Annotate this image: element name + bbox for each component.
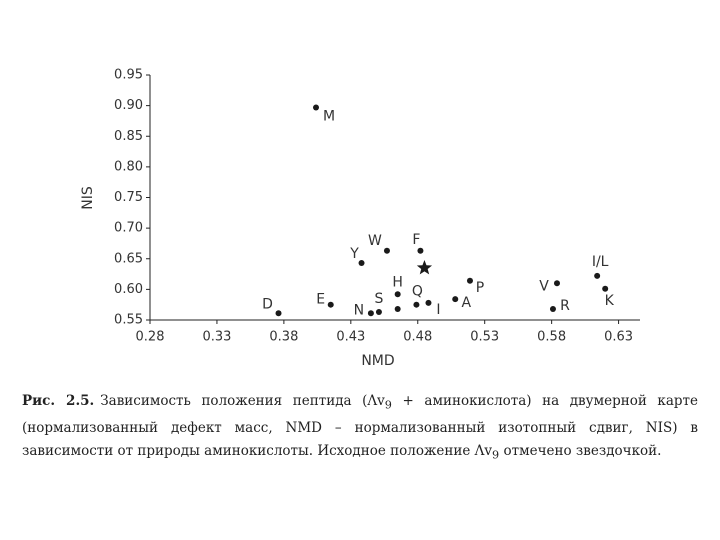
star-marker bbox=[416, 259, 433, 275]
point bbox=[549, 305, 556, 312]
y-axis-title: NIS bbox=[80, 186, 96, 210]
x-tick-label: 0.53 bbox=[470, 330, 499, 345]
point-label: D bbox=[262, 296, 273, 312]
point bbox=[275, 310, 282, 317]
point bbox=[383, 247, 390, 254]
point bbox=[367, 310, 374, 317]
x-tick-label: 0.38 bbox=[269, 330, 298, 345]
point bbox=[452, 296, 459, 303]
point bbox=[394, 305, 401, 312]
point-label: R bbox=[560, 298, 570, 314]
y-tick-label: 0.65 bbox=[114, 251, 143, 266]
point-label: Y bbox=[349, 246, 359, 262]
y-tick-label: 0.80 bbox=[114, 159, 143, 174]
point bbox=[594, 272, 601, 279]
point-label: K bbox=[605, 293, 615, 309]
point-label: I/L bbox=[592, 254, 609, 270]
point-label: N bbox=[354, 302, 364, 318]
point bbox=[394, 291, 401, 298]
point-label: A bbox=[461, 295, 471, 311]
point bbox=[375, 309, 382, 316]
point-label: W bbox=[368, 233, 382, 249]
x-tick-label: 0.58 bbox=[537, 330, 566, 345]
x-tick-label: 0.43 bbox=[336, 330, 365, 345]
point bbox=[417, 247, 424, 254]
y-tick-label: 0.90 bbox=[114, 98, 143, 113]
caption-text: + аминокислота) на двумерной карте (норм… bbox=[22, 393, 698, 459]
y-tick-label: 0.75 bbox=[114, 190, 143, 205]
point bbox=[553, 280, 560, 287]
caption-text: Зависимость положения пептида (Λv bbox=[100, 393, 385, 409]
caption-label: Рис. 2.5. bbox=[22, 393, 95, 409]
caption-subscript: 9 bbox=[384, 398, 392, 412]
caption-subscript: 9 bbox=[492, 448, 500, 462]
y-tick-label: 0.95 bbox=[114, 68, 143, 83]
point bbox=[313, 104, 320, 111]
point-label: E bbox=[316, 292, 325, 308]
point bbox=[425, 299, 432, 306]
point-label: H bbox=[392, 274, 403, 290]
chart: NMD NIS 0.550.600.650.700.750.800.850.90… bbox=[80, 68, 640, 369]
y-tick-label: 0.55 bbox=[114, 313, 143, 328]
x-tick-label: 0.33 bbox=[202, 330, 231, 345]
point bbox=[466, 277, 473, 284]
point-label: M bbox=[323, 108, 335, 124]
x-tick-label: 0.63 bbox=[604, 330, 633, 345]
point bbox=[413, 301, 420, 308]
point bbox=[327, 301, 334, 308]
caption-text: отмечено звездочкой. bbox=[499, 442, 662, 459]
point-label: I bbox=[436, 302, 440, 318]
y-tick-label: 0.70 bbox=[114, 221, 143, 236]
point bbox=[602, 285, 609, 292]
x-tick-label: 0.48 bbox=[403, 330, 432, 345]
point-label: F bbox=[412, 232, 420, 248]
y-tick-label: 0.85 bbox=[114, 129, 143, 144]
point bbox=[358, 260, 365, 267]
point-label: P bbox=[476, 280, 484, 296]
x-tick-label: 0.28 bbox=[136, 330, 165, 345]
point-label: Q bbox=[412, 284, 423, 300]
point-label: V bbox=[539, 278, 549, 294]
point-label: S bbox=[374, 291, 383, 307]
caption: Рис. 2.5. Зависимость положения пептида (… bbox=[22, 390, 698, 466]
x-axis-title: NMD bbox=[361, 353, 394, 369]
y-tick-label: 0.60 bbox=[114, 282, 143, 297]
